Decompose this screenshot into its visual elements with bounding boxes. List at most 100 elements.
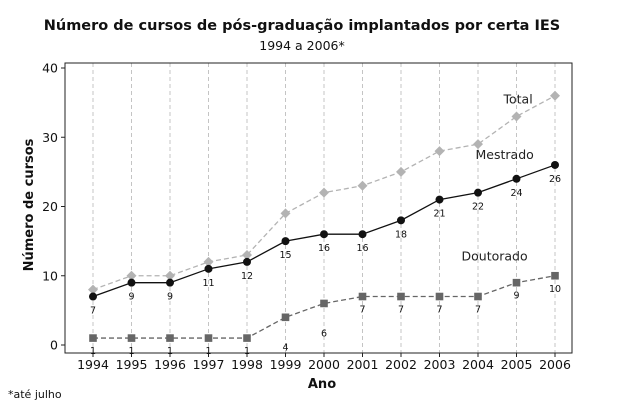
data-point	[473, 139, 483, 150]
series-total: Total	[88, 90, 560, 295]
x-tick-label: 2000	[308, 357, 340, 372]
data-label: 7	[90, 306, 96, 317]
series-name-label: Doutorado	[462, 249, 528, 264]
data-point	[166, 278, 174, 287]
data-label: 1	[205, 346, 211, 357]
x-tick-label: 1996	[154, 357, 186, 372]
data-point	[203, 256, 214, 267]
data-point	[126, 270, 137, 281]
data-label: 7	[436, 305, 442, 316]
data-point	[243, 257, 251, 266]
data-label: 1	[90, 346, 96, 357]
data-point	[320, 230, 328, 239]
data-label: 24	[510, 188, 522, 199]
x-tick-label: 1994	[77, 357, 109, 372]
data-point	[551, 160, 559, 169]
data-label: 1	[128, 346, 134, 357]
data-label: 9	[128, 292, 134, 303]
data-point	[242, 249, 252, 260]
data-point	[127, 334, 136, 342]
data-point	[397, 292, 405, 301]
x-tick-label: 1997	[193, 357, 225, 372]
data-point	[165, 270, 175, 281]
data-point	[243, 334, 251, 342]
data-point	[280, 208, 291, 219]
data-point	[166, 334, 174, 342]
data-label: 21	[433, 209, 445, 220]
y-tick-label: 10	[42, 268, 58, 283]
data-point	[474, 292, 482, 301]
data-point	[319, 187, 329, 198]
data-point	[358, 292, 367, 301]
data-label: 7	[359, 305, 365, 316]
y-tick-label: 20	[42, 199, 58, 214]
y-tick-label: 30	[42, 130, 58, 145]
series-name-label: Total	[503, 91, 533, 106]
data-point	[474, 188, 482, 197]
y-tick-label: 0	[50, 338, 58, 353]
data-label: 1	[167, 346, 173, 357]
data-point	[281, 237, 290, 246]
x-axis-title: Ano	[308, 377, 336, 392]
data-label: 10	[549, 284, 561, 295]
data-point	[396, 166, 406, 177]
chart-title: Número de cursos de pós-graduação implan…	[44, 18, 561, 34]
data-label: 18	[395, 229, 407, 240]
data-point	[551, 271, 559, 280]
data-label: 1	[244, 346, 250, 357]
x-axis-ticks: 1994 1995 1996 1997 1998 1999 2000 2001 2002 2003…	[77, 353, 571, 372]
series-mestrado: 7 9 9 11 12 15 16 16 18 21 22 24 26 Mestrado	[89, 147, 561, 317]
plot-area-frame	[64, 62, 573, 354]
data-point	[281, 313, 290, 322]
data-point	[89, 292, 97, 301]
footnote: *até julho	[8, 388, 62, 401]
data-point	[397, 216, 405, 225]
data-label: 9	[513, 291, 519, 302]
vertical-gridlines	[92, 63, 556, 353]
data-label: 7	[475, 305, 481, 316]
data-point	[435, 292, 444, 301]
data-label: 7	[398, 305, 404, 316]
data-label: 4	[282, 342, 288, 353]
data-label: 16	[318, 243, 330, 254]
x-tick-label: 1998	[231, 357, 263, 372]
x-tick-label: 1999	[270, 357, 302, 372]
y-tick-label: 40	[42, 61, 58, 76]
data-point	[204, 264, 213, 273]
data-point	[358, 230, 367, 239]
chart-subtitle: 1994 a 2006*	[259, 38, 344, 53]
y-axis-ticks: 0 10 20 30 40	[42, 61, 65, 353]
data-label: 6	[321, 328, 327, 339]
data-point	[511, 111, 522, 122]
data-point	[127, 278, 136, 287]
data-point	[89, 334, 97, 342]
series-name-label: Mestrado	[476, 147, 534, 162]
x-tick-label: 2004	[462, 357, 494, 372]
data-label: 26	[549, 174, 561, 185]
data-point	[512, 174, 521, 183]
data-point	[434, 146, 445, 157]
data-point	[435, 195, 444, 204]
x-tick-label: 2002	[385, 357, 417, 372]
data-label: 9	[167, 292, 173, 303]
data-label: 15	[279, 250, 291, 261]
data-point	[88, 284, 98, 295]
y-axis-title: Número de cursos	[22, 138, 37, 271]
data-label: 11	[202, 278, 214, 289]
data-point	[550, 90, 560, 101]
data-point	[512, 278, 521, 287]
data-label: 22	[472, 202, 484, 213]
data-label: 12	[241, 271, 253, 282]
x-tick-label: 2003	[424, 357, 456, 372]
x-tick-label: 2001	[347, 357, 379, 372]
x-tick-label: 2005	[501, 357, 533, 372]
data-label: 16	[356, 243, 368, 254]
x-tick-label: 1995	[116, 357, 148, 372]
data-point	[320, 299, 328, 308]
data-point	[204, 334, 213, 342]
data-point	[357, 180, 368, 191]
x-tick-label: 2006	[539, 357, 571, 372]
